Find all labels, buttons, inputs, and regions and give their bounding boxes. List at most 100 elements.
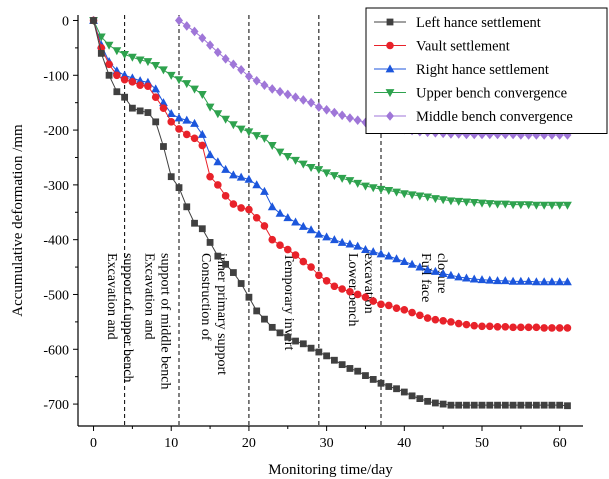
series-4-point [446, 197, 456, 206]
series-4-point [190, 85, 199, 94]
series-1-point [299, 340, 307, 348]
series-2-point [439, 316, 447, 325]
series-3-point [275, 208, 285, 217]
series-3-point [298, 221, 308, 230]
series-2-point [493, 323, 502, 331]
series-2-point [563, 324, 572, 332]
series-2-point [276, 241, 284, 249]
legend-marker-4 [385, 89, 395, 98]
phase-label-1-line-2: support of upper bench [120, 253, 135, 382]
series-1-point [478, 401, 486, 409]
series-1-point [564, 402, 571, 410]
series-5-point [268, 84, 277, 94]
series-4-point [166, 71, 176, 80]
series-1-point [354, 367, 362, 375]
series-4-point [423, 193, 433, 202]
series-3-point [322, 232, 332, 241]
series-4-point [531, 201, 541, 210]
series-1-point [431, 399, 439, 407]
series-3-point [166, 109, 176, 118]
series-1-point [183, 203, 191, 211]
series-2-point [245, 205, 253, 214]
series-layer [89, 15, 572, 410]
series-4-point [547, 201, 557, 210]
series-1-point [548, 401, 556, 409]
series-1-point [532, 401, 540, 409]
series-4-point [399, 190, 409, 199]
series-1-point [494, 401, 501, 409]
series-5-point [345, 113, 354, 123]
series-3-point [197, 129, 207, 138]
series-3-point [531, 277, 541, 286]
legend: Left hance settlement Vault settlement Rig… [365, 7, 608, 134]
series-5-point [213, 47, 222, 58]
x-tick-label: 0 [90, 436, 97, 451]
series-4-point [500, 200, 510, 209]
series-3-point [547, 277, 557, 286]
series-4-point [322, 169, 332, 178]
series-5-point [276, 86, 284, 97]
series-4-point [197, 91, 207, 100]
series-4-point [477, 199, 487, 208]
series-1-point [128, 104, 136, 112]
series-3-point [477, 275, 487, 284]
series-2-point [478, 322, 486, 331]
series-2-point [555, 324, 564, 332]
series-3-point [376, 249, 386, 258]
series-4-point [159, 66, 168, 75]
series-2-point [338, 285, 346, 293]
series-4-point [283, 152, 293, 161]
legend-label-2: Vault settlement [416, 39, 510, 55]
series-5-point [353, 115, 362, 126]
series-5-point [314, 102, 323, 112]
series-2-point [423, 314, 432, 322]
y-tick-label: -100 [43, 69, 69, 84]
legend-label-5: Middle bench convergence [416, 109, 573, 125]
series-2-point [509, 323, 517, 332]
series-1-point [276, 329, 284, 337]
series-2-point [369, 297, 378, 305]
series-1-point [292, 337, 299, 345]
series-2-point [540, 324, 548, 332]
series-3-point [151, 84, 161, 93]
series-4-point [151, 62, 161, 71]
series-3-point [500, 276, 510, 285]
series-5-point [221, 54, 230, 64]
series-3-point [221, 164, 231, 173]
series-1-point [385, 383, 393, 390]
series-4-point [275, 148, 285, 157]
series-5-point [322, 105, 331, 115]
series-3-point [283, 213, 293, 222]
series-1-point [167, 173, 175, 181]
series-5-point [299, 95, 308, 105]
series-3-point [345, 239, 355, 248]
series-3-point [228, 170, 238, 179]
series-2-point [136, 81, 144, 89]
series-1-point [237, 280, 245, 287]
series-5-point [252, 75, 261, 86]
series-4-point [539, 201, 549, 210]
y-tick-label: -400 [43, 234, 69, 249]
x-tick-label: 50 [475, 436, 489, 451]
series-2-point [120, 75, 129, 84]
series-2-point [291, 251, 300, 259]
series-3-point [469, 274, 479, 283]
series-4-point [96, 33, 106, 42]
series-2-point [229, 200, 238, 208]
series-2-point [151, 93, 160, 101]
series-5-point [229, 59, 238, 70]
series-1-point [393, 385, 400, 393]
phase-label-3-line-2: inner primary support [214, 253, 229, 375]
series-5-point [485, 129, 494, 140]
series-4-point [469, 199, 479, 208]
series-1-point [245, 293, 253, 301]
series-5-point [244, 71, 253, 82]
series-1-point [315, 348, 323, 356]
series-2-point [485, 322, 494, 331]
series-2-point [237, 204, 245, 212]
series-2-point [260, 222, 269, 230]
series-4-point [205, 103, 215, 112]
series-3-point [454, 272, 464, 281]
series-1-point [540, 401, 548, 409]
series-2-point [532, 323, 541, 332]
